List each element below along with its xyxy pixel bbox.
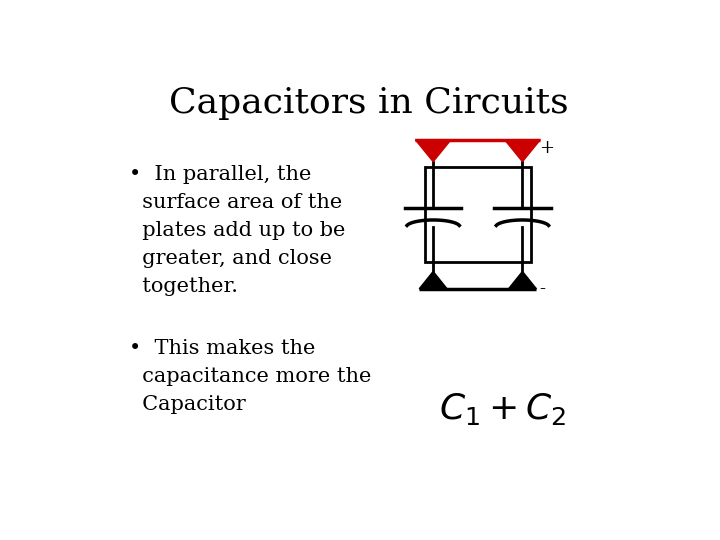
Polygon shape (505, 140, 540, 161)
Text: -: - (539, 280, 545, 298)
Text: •  This makes the
  capacitance more the
  Capacitor: • This makes the capacitance more the Ca… (129, 339, 372, 414)
Text: $C_1 + C_2$: $C_1 + C_2$ (439, 390, 567, 427)
Polygon shape (415, 140, 451, 161)
Bar (425, 167, 531, 262)
Text: Capacitors in Circuits: Capacitors in Circuits (169, 85, 569, 119)
Polygon shape (508, 272, 536, 289)
Text: •  In parallel, the
  surface area of the
  plates add up to be
  greater, and c: • In parallel, the surface area of the p… (129, 165, 346, 295)
Polygon shape (419, 272, 447, 289)
Text: +: + (539, 139, 554, 157)
